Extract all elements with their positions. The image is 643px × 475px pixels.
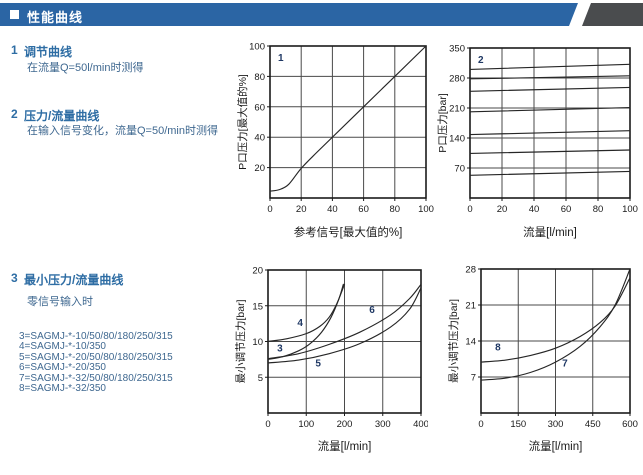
svg-text:0: 0 [478, 419, 483, 430]
svg-text:10: 10 [252, 337, 263, 348]
svg-text:20: 20 [254, 163, 265, 174]
svg-text:P口压力[bar]: P口压力[bar] [436, 93, 449, 153]
svg-text:20: 20 [296, 204, 307, 215]
svg-text:100: 100 [622, 204, 638, 215]
svg-text:P口压力[最大值的%]: P口压力[最大值的%] [236, 74, 249, 170]
svg-text:200: 200 [337, 419, 353, 430]
svg-text:6: 6 [369, 305, 375, 316]
section1-number: 1 [11, 43, 18, 57]
section2-body: 在输入信号变化，流量Q=50/min时测得 [27, 125, 218, 137]
svg-text:40: 40 [327, 204, 338, 215]
svg-text:1: 1 [278, 53, 284, 64]
svg-text:100: 100 [298, 419, 314, 430]
svg-text:流量[l/min]: 流量[l/min] [529, 439, 583, 453]
svg-text:280: 280 [449, 74, 465, 85]
svg-text:70: 70 [454, 164, 465, 175]
section2-title: 压力/流量曲线 [24, 109, 100, 123]
square-bullet-icon [10, 10, 19, 19]
model-code-line: 8=SAGMJ-*-32/350 [19, 383, 106, 395]
model-code-legend: 3=SAGMJ-*-10/50/80/180/250/315 4=SAGMJ-*… [19, 331, 173, 395]
model-code-line: 5=SAGMJ-*-20/50/80/180/250/315 [19, 351, 173, 363]
svg-text:600: 600 [622, 419, 638, 430]
model-code-line: 6=SAGMJ-*-20/350 [19, 362, 106, 374]
svg-text:300: 300 [375, 419, 391, 430]
svg-text:0: 0 [267, 204, 272, 215]
chart-min-pressure-ng32: 0 150 300 450 600 7 14 21 28 7 8 流量[l/min] 最小调节压力[ba… [434, 256, 640, 458]
svg-text:150: 150 [510, 419, 526, 430]
section3-title: 最小压力/流量曲线 [24, 273, 124, 287]
section3-body: 零信号输入时 [27, 296, 93, 308]
svg-text:21: 21 [465, 301, 476, 312]
chart-pressure-flow-curve: 0 20 40 60 80 100 70 140 210 280 350 2 流量[l/min] P口压力… [430, 36, 643, 244]
svg-text:28: 28 [465, 265, 476, 276]
chart-svg-min-pressure-flow-ng10-ng20: 0 100 200 300 400 5 10 15 20 3 4 5 6 流量[l/min] 最小调节压力[… [234, 266, 429, 454]
svg-text:80: 80 [254, 72, 265, 83]
svg-text:8: 8 [495, 342, 501, 353]
svg-text:60: 60 [254, 102, 265, 113]
svg-text:450: 450 [585, 419, 601, 430]
svg-text:3: 3 [277, 344, 283, 355]
svg-text:7: 7 [471, 373, 476, 384]
svg-text:100: 100 [418, 204, 434, 215]
svg-text:60: 60 [358, 204, 369, 215]
chart-svg-adjustment-curve: 0 20 40 60 80 100 20 40 60 80 100 1 参考信号[最大值的%] P口压力[… [236, 42, 434, 240]
svg-text:流量[l/min]: 流量[l/min] [318, 439, 372, 453]
model-code-line: 3=SAGMJ-*-10/50/80/180/250/315 [19, 331, 173, 342]
model-code-line: 7=SAGMJ-*-32/50/80/180/250/315 [19, 372, 173, 384]
svg-text:80: 80 [390, 204, 401, 215]
svg-text:20: 20 [252, 266, 263, 277]
chart-adjustment-curve: 0 20 40 60 80 100 20 40 60 80 100 1 参考信号[最大值的%] P口压力[… [230, 36, 436, 244]
svg-text:140: 140 [449, 134, 465, 145]
svg-text:7: 7 [562, 359, 568, 370]
section-header-bar: 性能曲线 [0, 3, 643, 26]
svg-text:400: 400 [413, 419, 428, 430]
svg-text:流量[l/min]: 流量[l/min] [523, 225, 577, 239]
svg-text:350: 350 [449, 44, 465, 55]
chart-svg-pressure-flow-curve: 0 20 40 60 80 100 70 140 210 280 350 2 流量[l/min] P口压力… [436, 44, 638, 240]
svg-text:0: 0 [265, 419, 270, 430]
svg-text:15: 15 [252, 301, 263, 312]
section1-title: 调节曲线 [24, 45, 73, 59]
svg-text:40: 40 [254, 133, 265, 144]
svg-text:300: 300 [548, 419, 564, 430]
svg-text:20: 20 [497, 204, 508, 215]
chart-min-pressure-ng10-ng20: 0 100 200 300 400 5 10 15 20 3 4 5 6 流量[l/min] 最小调节压力[… [228, 256, 429, 458]
section1-body: 在流量Q=50l/min时测得 [27, 62, 144, 74]
chart-svg-min-pressure-flow-ng32: 0 150 300 450 600 7 14 21 28 7 8 流量[l/min] 最小调节压力[ba… [447, 265, 638, 454]
svg-text:0: 0 [467, 204, 472, 215]
svg-text:100: 100 [249, 42, 265, 53]
svg-text:2: 2 [478, 55, 484, 66]
svg-text:40: 40 [529, 204, 540, 215]
section3-number: 3 [11, 271, 18, 285]
svg-text:5: 5 [315, 359, 321, 370]
svg-text:60: 60 [561, 204, 572, 215]
svg-text:14: 14 [465, 337, 476, 348]
svg-text:210: 210 [449, 104, 465, 115]
svg-text:最小调节压力[bar]: 最小调节压力[bar] [447, 299, 460, 383]
svg-text:80: 80 [593, 204, 604, 215]
section2-number: 2 [11, 107, 18, 121]
model-code-line: 4=SAGMJ-*-10/350 [19, 341, 106, 353]
svg-text:最小调节压力[bar]: 最小调节压力[bar] [234, 299, 247, 383]
section-title: 性能曲线 [27, 10, 84, 25]
header-dark-slash-band [582, 3, 643, 26]
svg-text:参考信号[最大值的%]: 参考信号[最大值的%] [294, 225, 403, 239]
header-blue-band [0, 3, 578, 26]
svg-text:4: 4 [297, 318, 303, 329]
svg-text:5: 5 [258, 373, 263, 384]
